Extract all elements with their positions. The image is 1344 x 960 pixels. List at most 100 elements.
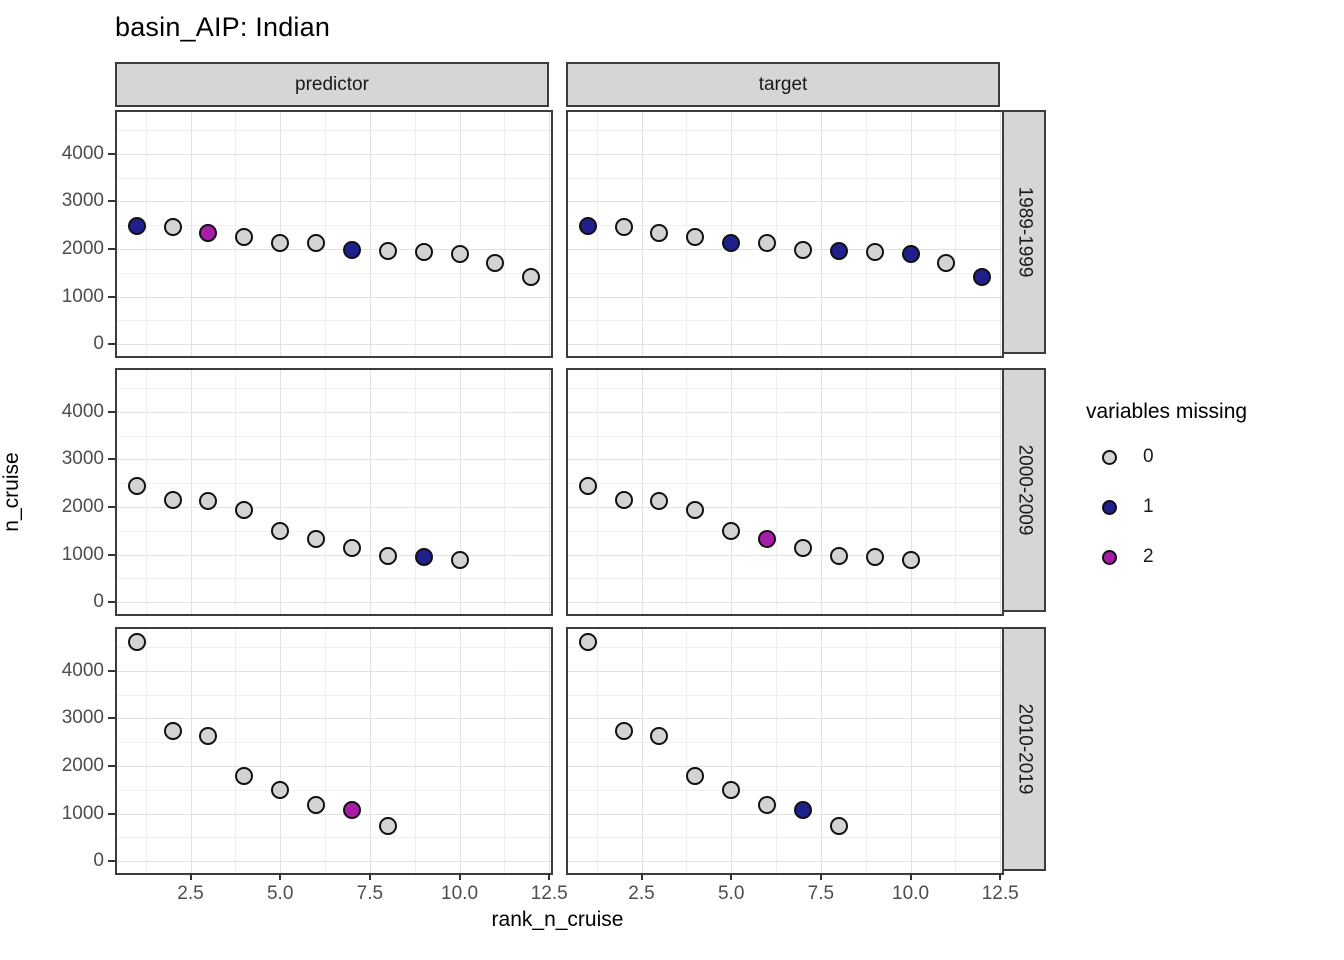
data-point: [793, 801, 812, 820]
y-tick-mark: [108, 669, 115, 672]
gridline: [460, 112, 461, 356]
x-tick-label: 7.5: [807, 883, 835, 904]
gridline: [568, 273, 1002, 274]
data-point: [127, 632, 146, 651]
gridline: [568, 483, 1002, 484]
legend-label: 0: [1143, 446, 1154, 467]
x-tick-label: 10.0: [441, 883, 479, 904]
y-tick-mark: [108, 717, 115, 720]
gridline: [686, 629, 687, 873]
gridline: [568, 201, 1002, 202]
gridline: [568, 742, 1002, 743]
gridline: [370, 370, 371, 614]
data-point: [793, 240, 812, 259]
y-tick-label: 4000: [61, 659, 104, 681]
gridline: [117, 861, 551, 862]
data-point: [450, 245, 469, 264]
gridline: [504, 370, 505, 614]
gridline: [117, 814, 551, 815]
data-point: [199, 727, 218, 746]
legend-entry-1: 1: [1086, 496, 1336, 518]
facet-column-strip-target: target: [566, 62, 1000, 107]
data-point: [614, 721, 633, 740]
gridline: [415, 629, 416, 873]
data-point: [578, 217, 597, 236]
data-point: [614, 218, 633, 237]
x-tick-label: 5.0: [266, 883, 294, 904]
gridline: [549, 112, 550, 356]
gridline: [568, 249, 1002, 250]
gridline: [415, 370, 416, 614]
gridline: [821, 370, 822, 614]
y-tick-label: 3000: [61, 707, 104, 729]
gridline: [955, 370, 956, 614]
y-tick-label: 1000: [61, 802, 104, 824]
legend-title: variables missing: [1086, 400, 1248, 423]
y-tick-label: 0: [93, 591, 104, 613]
gridline: [568, 507, 1002, 508]
gridline: [568, 671, 1002, 672]
gridline: [117, 507, 551, 508]
facet-row-strip-2010-2019: 2010-2019: [1002, 627, 1046, 871]
x-tick-label: 10.0: [892, 883, 930, 904]
y-tick-mark: [108, 764, 115, 767]
gridline: [191, 370, 192, 614]
y-tick-label: 2000: [61, 237, 104, 259]
gridline: [504, 629, 505, 873]
data-point: [522, 268, 541, 287]
plot-title: basin_AIP: Indian: [115, 12, 331, 42]
gridline: [686, 370, 687, 614]
legend-label: 2: [1143, 546, 1154, 567]
gridline: [911, 629, 912, 873]
gridline: [568, 297, 1002, 298]
gridline: [117, 718, 551, 719]
panel-target-1989-1999: [566, 110, 1004, 358]
panel-predictor-1989-1999: [115, 110, 553, 358]
gridline: [731, 370, 732, 614]
gridline: [568, 459, 1002, 460]
data-point: [235, 767, 254, 786]
gridline: [568, 344, 1002, 345]
x-tick-mark: [368, 873, 371, 880]
gridline: [821, 112, 822, 356]
gridline: [911, 112, 912, 356]
gridline: [568, 766, 1002, 767]
data-point: [901, 550, 920, 569]
gridline: [568, 555, 1002, 556]
x-tick-mark: [279, 873, 282, 880]
gridline: [568, 647, 1002, 648]
data-point: [163, 721, 182, 740]
data-point: [686, 767, 705, 786]
data-point: [865, 243, 884, 262]
data-point: [486, 253, 505, 272]
x-tick-label: 12.5: [981, 883, 1019, 904]
x-tick-label: 5.0: [717, 883, 745, 904]
facet-row-strip-1989-1999: 1989-1999: [1002, 110, 1046, 354]
gridline: [568, 531, 1002, 532]
gridline: [117, 459, 551, 460]
gridline: [568, 718, 1002, 719]
data-point: [307, 529, 326, 548]
data-point: [793, 538, 812, 557]
data-point: [342, 801, 361, 820]
data-point: [378, 816, 397, 835]
gridline: [597, 112, 598, 356]
gridline: [117, 436, 551, 437]
data-point: [414, 547, 433, 566]
gridline: [117, 225, 551, 226]
gridline: [549, 370, 550, 614]
gridline: [568, 412, 1002, 413]
gridline: [568, 178, 1002, 179]
data-point: [414, 243, 433, 262]
gridline: [146, 370, 147, 614]
data-point: [686, 228, 705, 247]
y-tick-mark: [108, 553, 115, 556]
gridline: [568, 225, 1002, 226]
gridline: [415, 112, 416, 356]
gridline: [370, 112, 371, 356]
gridline: [117, 412, 551, 413]
gridline: [117, 249, 551, 250]
data-point: [829, 242, 848, 261]
gridline: [280, 629, 281, 873]
data-point: [235, 501, 254, 520]
